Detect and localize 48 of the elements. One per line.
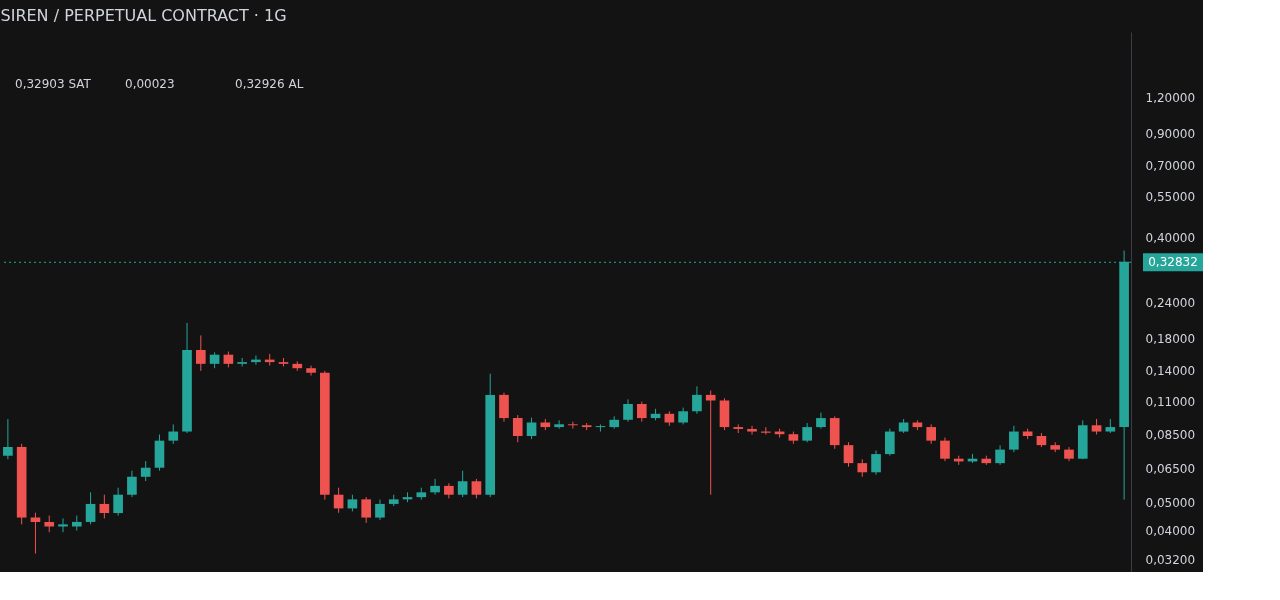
y-tick-label: 0,05000 xyxy=(1145,495,1196,510)
candlestick xyxy=(829,415,840,450)
candlestick xyxy=(857,458,868,478)
y-tick-label: 0,55000 xyxy=(1145,190,1196,205)
candlestick xyxy=(609,415,620,430)
candlestick xyxy=(237,357,247,367)
ref-line-label: 0,32832 xyxy=(1148,255,1198,270)
y-tick-label: 0,24000 xyxy=(1145,295,1196,310)
candlestick xyxy=(788,431,799,445)
y-tick-label: 0,11000 xyxy=(1145,395,1196,410)
candlestick xyxy=(733,423,744,434)
candlestick xyxy=(1077,419,1088,460)
candlestick xyxy=(278,357,289,367)
y-tick-label: 0,04000 xyxy=(1145,524,1196,539)
candlestick xyxy=(388,494,399,507)
y-tick-label: 0,40000 xyxy=(1145,230,1196,245)
candlestick xyxy=(1091,418,1102,436)
candlestick xyxy=(1105,418,1116,434)
y-tick-label: 0,14000 xyxy=(1145,364,1196,379)
candlestick xyxy=(898,418,909,434)
candlestick xyxy=(306,365,316,377)
y-tick-label: 0,06500 xyxy=(1145,462,1196,477)
chart-title: SIREN / PERPETUAL CONTRACT · 1G xyxy=(0,6,287,25)
candlestick xyxy=(140,460,151,482)
candlestick xyxy=(1050,441,1061,453)
y-tick-label: 1,20000 xyxy=(1145,90,1196,105)
y-tick-label: 0,90000 xyxy=(1145,127,1196,142)
annotation: 0,32903 SAT xyxy=(15,77,92,91)
candlestick xyxy=(747,425,757,436)
candlestick xyxy=(320,370,330,501)
annotation: 0,32926 AL xyxy=(235,77,304,91)
candlestick xyxy=(926,423,937,445)
candlestick xyxy=(912,419,923,431)
annotation: 0,00023 xyxy=(125,77,175,91)
y-tick-label: 0,08500 xyxy=(1145,428,1196,443)
candlestick xyxy=(416,487,427,501)
candlestick xyxy=(802,422,812,443)
y-tick-label: 0,18000 xyxy=(1145,332,1196,347)
candlestick xyxy=(885,428,895,457)
candlestick xyxy=(636,401,647,423)
candlestick xyxy=(361,496,372,524)
y-tick-label: 0,03200 xyxy=(1145,552,1196,567)
candlestick xyxy=(168,423,179,445)
candlestick xyxy=(512,414,523,443)
candlestick xyxy=(485,373,496,498)
candlestick xyxy=(195,334,206,372)
candlestick xyxy=(540,418,551,431)
y-tick-label: 0,70000 xyxy=(1145,159,1196,174)
